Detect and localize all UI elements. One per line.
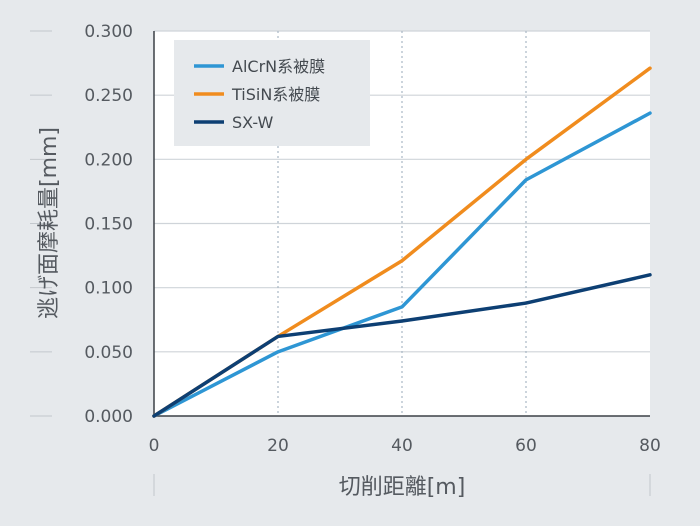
x-tick-label: 40 (391, 436, 413, 456)
series-lines (152, 66, 652, 418)
series-line-0 (152, 111, 652, 418)
y-tick-label: 0.150 (84, 215, 133, 235)
y-tick-label: 0.000 (84, 407, 133, 427)
legend-label-tisin: TiSiN系被膜 (231, 85, 320, 104)
x-axis-title: 切削距離[m] (339, 475, 466, 500)
y-tick-label: 0.050 (84, 343, 133, 363)
y-axis-title: 逃げ面摩耗量[mm] (37, 127, 62, 319)
legend-label-alcrn: AlCrN系被膜 (232, 57, 325, 76)
x-tick-label: 0 (149, 436, 160, 456)
y-tick-label: 0.100 (84, 279, 133, 299)
legend: AlCrN系被膜 TiSiN系被膜 SX-W (174, 40, 370, 146)
y-tick-label: 0.250 (84, 86, 133, 106)
y-tick-label: 0.300 (84, 22, 133, 42)
series-line-2 (152, 273, 652, 418)
legend-label-sxw: SX-W (232, 113, 273, 132)
x-tick-label: 80 (639, 436, 661, 456)
x-tick-label: 20 (267, 436, 289, 456)
y-tick-labels: 0.000 0.050 0.100 0.150 0.200 0.250 0.300 (84, 22, 133, 427)
x-tick-labels: 0 20 40 60 80 (149, 436, 661, 456)
x-tick-label: 60 (515, 436, 537, 456)
y-tick-label: 0.200 (84, 150, 133, 170)
